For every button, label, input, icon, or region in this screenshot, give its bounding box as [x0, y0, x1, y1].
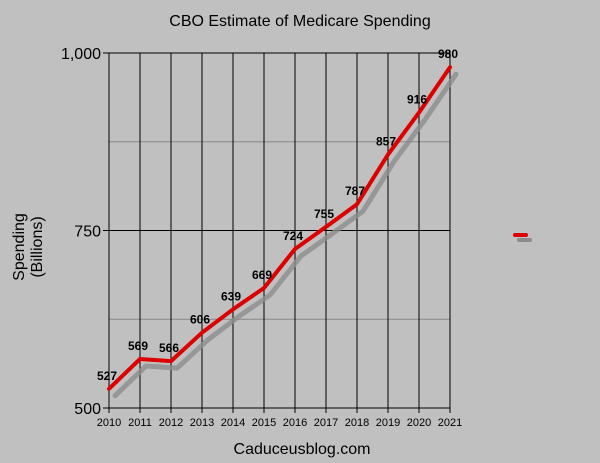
- y-tick-label: 500: [74, 401, 101, 418]
- x-tick-label: 2016: [283, 417, 307, 429]
- x-tick-label: 2021: [438, 417, 462, 429]
- data-label: 569: [128, 339, 148, 353]
- x-tick-label: 2017: [314, 417, 338, 429]
- x-tick-label: 2015: [252, 417, 276, 429]
- y-tick-label: 1,000: [61, 46, 101, 63]
- y-axis-label-line2: (Billions): [29, 216, 46, 277]
- data-label: 606: [190, 313, 210, 327]
- data-labels: 527 569 566 606 639 669 724 755 787 857 916 980: [97, 47, 458, 383]
- x-tick-label: 2011: [128, 417, 152, 429]
- x-tick-label: 2013: [190, 417, 214, 429]
- x-tick-label: 2020: [407, 417, 431, 429]
- data-label: 724: [283, 229, 303, 243]
- data-label: 669: [252, 268, 272, 282]
- data-label: 980: [438, 47, 458, 61]
- series-shadow: [112, 71, 459, 399]
- series: [107, 65, 459, 399]
- data-label: 787: [345, 184, 365, 198]
- data-label: 566: [159, 341, 179, 355]
- x-tick-label: 2018: [345, 417, 369, 429]
- grid: [108, 52, 451, 409]
- axis-ticks: 500 750 1,000 2010 2011 2012 2013 2014 2015 2016 2…: [61, 46, 462, 429]
- y-axis-label-line1: Spending: [11, 213, 28, 281]
- x-axis-label: Caduceusblog.com: [234, 441, 371, 458]
- x-tick-label: 2014: [221, 417, 245, 429]
- x-tick-label: 2012: [159, 417, 183, 429]
- data-label: 916: [407, 93, 427, 107]
- data-label: 527: [97, 369, 117, 383]
- data-label: 639: [221, 289, 241, 303]
- series-line: [107, 65, 452, 391]
- chart-title: CBO Estimate of Medicare Spending: [169, 13, 430, 30]
- x-tick-label: 2019: [376, 417, 400, 429]
- y-axis-label: Spending (Billions): [11, 213, 46, 281]
- data-label: 857: [376, 135, 396, 149]
- x-tick-label: 2010: [97, 417, 121, 429]
- legend: [513, 233, 532, 242]
- data-label: 755: [314, 207, 334, 221]
- y-tick-label: 750: [74, 224, 101, 241]
